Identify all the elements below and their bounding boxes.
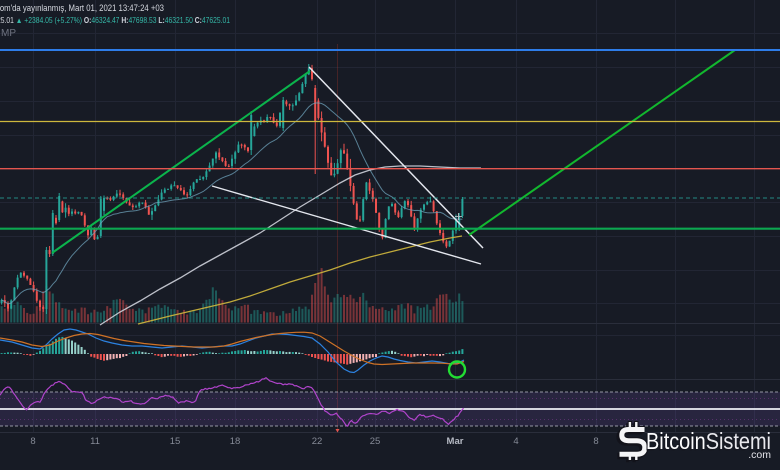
svg-text:com'da yayınlanmış, Mart 01, 2: com'da yayınlanmış, Mart 01, 2021 13:47:… [0,3,164,13]
svg-text:25.01 ▲ +2384.05 (+5.27%) O:46: 25.01 ▲ +2384.05 (+5.27%) O:46324.47 H:4… [0,16,230,25]
svg-text:.com: .com [748,449,771,461]
svg-text:11: 11 [90,436,100,447]
svg-text:8: 8 [30,436,35,447]
svg-text:BitcoinSistemi: BitcoinSistemi [646,428,771,454]
svg-text:8: 8 [593,436,598,447]
svg-text:Mar: Mar [447,436,464,447]
svg-text:25: 25 [370,436,381,447]
svg-text:BitcoinSistemi: BitcoinSistemi [645,430,770,456]
svg-text:15: 15 [170,436,181,447]
svg-text:MP: MP [1,28,16,39]
svg-text:22: 22 [312,436,323,447]
svg-text:18: 18 [230,436,241,447]
svg-text:4: 4 [513,436,518,447]
